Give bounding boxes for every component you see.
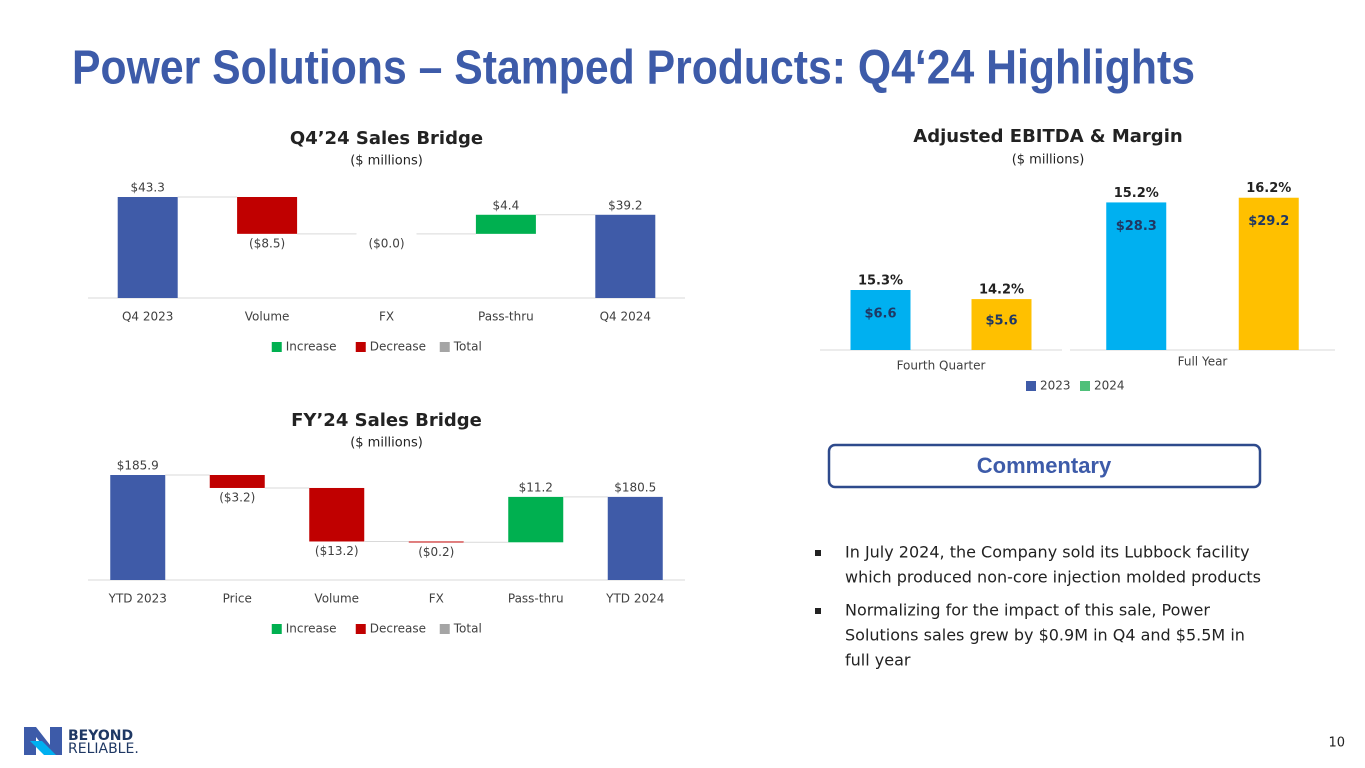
logo-text: RELIABLE. (68, 741, 139, 757)
bar (508, 496, 564, 543)
data-label: ($0.0) (368, 236, 404, 250)
legend-label: 2024 (1094, 379, 1125, 393)
data-label: $5.6 (985, 313, 1017, 328)
legend-swatch (439, 342, 450, 352)
data-label: $28.3 (1116, 219, 1157, 234)
legend-swatch (271, 624, 282, 634)
bar (309, 487, 365, 542)
data-label: $4.4 (493, 198, 520, 212)
bullet-text: which produced non-core injection molded… (845, 568, 1261, 587)
legend-swatch (1080, 381, 1090, 391)
margin-label: 15.3% (858, 274, 903, 289)
x-tick-label: FX (429, 592, 444, 606)
legend-label: Total (453, 340, 482, 354)
chart-title: Adjusted EBITDA & Margin (913, 126, 1182, 147)
x-tick-label: Price (223, 592, 252, 606)
x-tick-label: Pass-thru (508, 592, 564, 606)
legend-label: Decrease (370, 340, 426, 354)
margin-label: 16.2% (1246, 181, 1291, 196)
bar (475, 214, 536, 234)
bar (595, 214, 656, 298)
x-tick-label: Volume (314, 592, 359, 606)
logo-icon (24, 727, 62, 755)
bar (237, 197, 298, 234)
data-label: $11.2 (519, 480, 553, 494)
chart-subtitle: ($ millions) (350, 154, 423, 169)
slide-title: Power Solutions – Stamped Products: Q4‘2… (72, 42, 1195, 95)
data-label: ($3.2) (219, 490, 255, 504)
bar (117, 197, 178, 298)
legend-label: Decrease (370, 622, 426, 636)
bar (1238, 197, 1299, 350)
bullet-text: full year (845, 651, 911, 670)
bar (1106, 202, 1167, 350)
bar (110, 475, 166, 580)
data-label: ($0.2) (418, 545, 454, 559)
data-label: $39.2 (608, 198, 642, 212)
chart-subtitle: ($ millions) (350, 436, 423, 451)
chart-subtitle: ($ millions) (1012, 153, 1085, 168)
bullet-text: Normalizing for the impact of this sale,… (845, 601, 1210, 620)
x-tick-label: Q4 2023 (122, 310, 173, 324)
bar (607, 496, 663, 580)
logo-text: BEYOND (68, 728, 133, 744)
x-tick-label: Fourth Quarter (897, 359, 986, 373)
x-tick-label: YTD 2023 (108, 592, 167, 606)
legend-swatch (271, 342, 282, 352)
legend-label: 2023 (1040, 379, 1071, 393)
margin-label: 14.2% (979, 283, 1024, 298)
data-label: $185.9 (117, 459, 159, 473)
legend-swatch (1026, 381, 1036, 391)
x-tick-label: Full Year (1178, 355, 1228, 369)
commentary-heading: Commentary (977, 453, 1112, 478)
legend-label: Increase (286, 622, 337, 636)
legend-label: Increase (286, 340, 337, 354)
x-tick-label: YTD 2024 (605, 592, 664, 606)
bullet-text: Solutions sales grew by $0.9M in Q4 and … (845, 626, 1245, 645)
bar (408, 541, 464, 543)
data-label: $43.3 (131, 181, 165, 195)
data-label: $180.5 (614, 480, 656, 494)
x-tick-label: Pass-thru (478, 310, 534, 324)
data-label: ($13.2) (315, 544, 359, 558)
data-label: $29.2 (1248, 214, 1289, 229)
bullet-marker (815, 608, 821, 614)
bar (971, 299, 1032, 350)
commentary-box (827, 443, 1262, 489)
bullet-marker (815, 550, 821, 556)
chart-title: FY’24 Sales Bridge (291, 410, 482, 431)
legend-swatch (355, 624, 366, 634)
data-label: ($8.5) (249, 236, 285, 250)
legend-label: Total (453, 622, 482, 636)
data-label: $6.6 (864, 307, 896, 322)
legend-swatch (355, 342, 366, 352)
bullet-text: In July 2024, the Company sold its Lubbo… (845, 543, 1250, 562)
x-tick-label: Volume (245, 310, 290, 324)
bar (850, 290, 911, 350)
x-tick-label: FX (379, 310, 394, 324)
chart-title: Q4’24 Sales Bridge (290, 128, 483, 149)
legend-swatch (439, 624, 450, 634)
page-number: 10 (1328, 736, 1345, 751)
margin-label: 15.2% (1114, 186, 1159, 201)
bar (209, 475, 265, 488)
x-tick-label: Q4 2024 (600, 310, 651, 324)
